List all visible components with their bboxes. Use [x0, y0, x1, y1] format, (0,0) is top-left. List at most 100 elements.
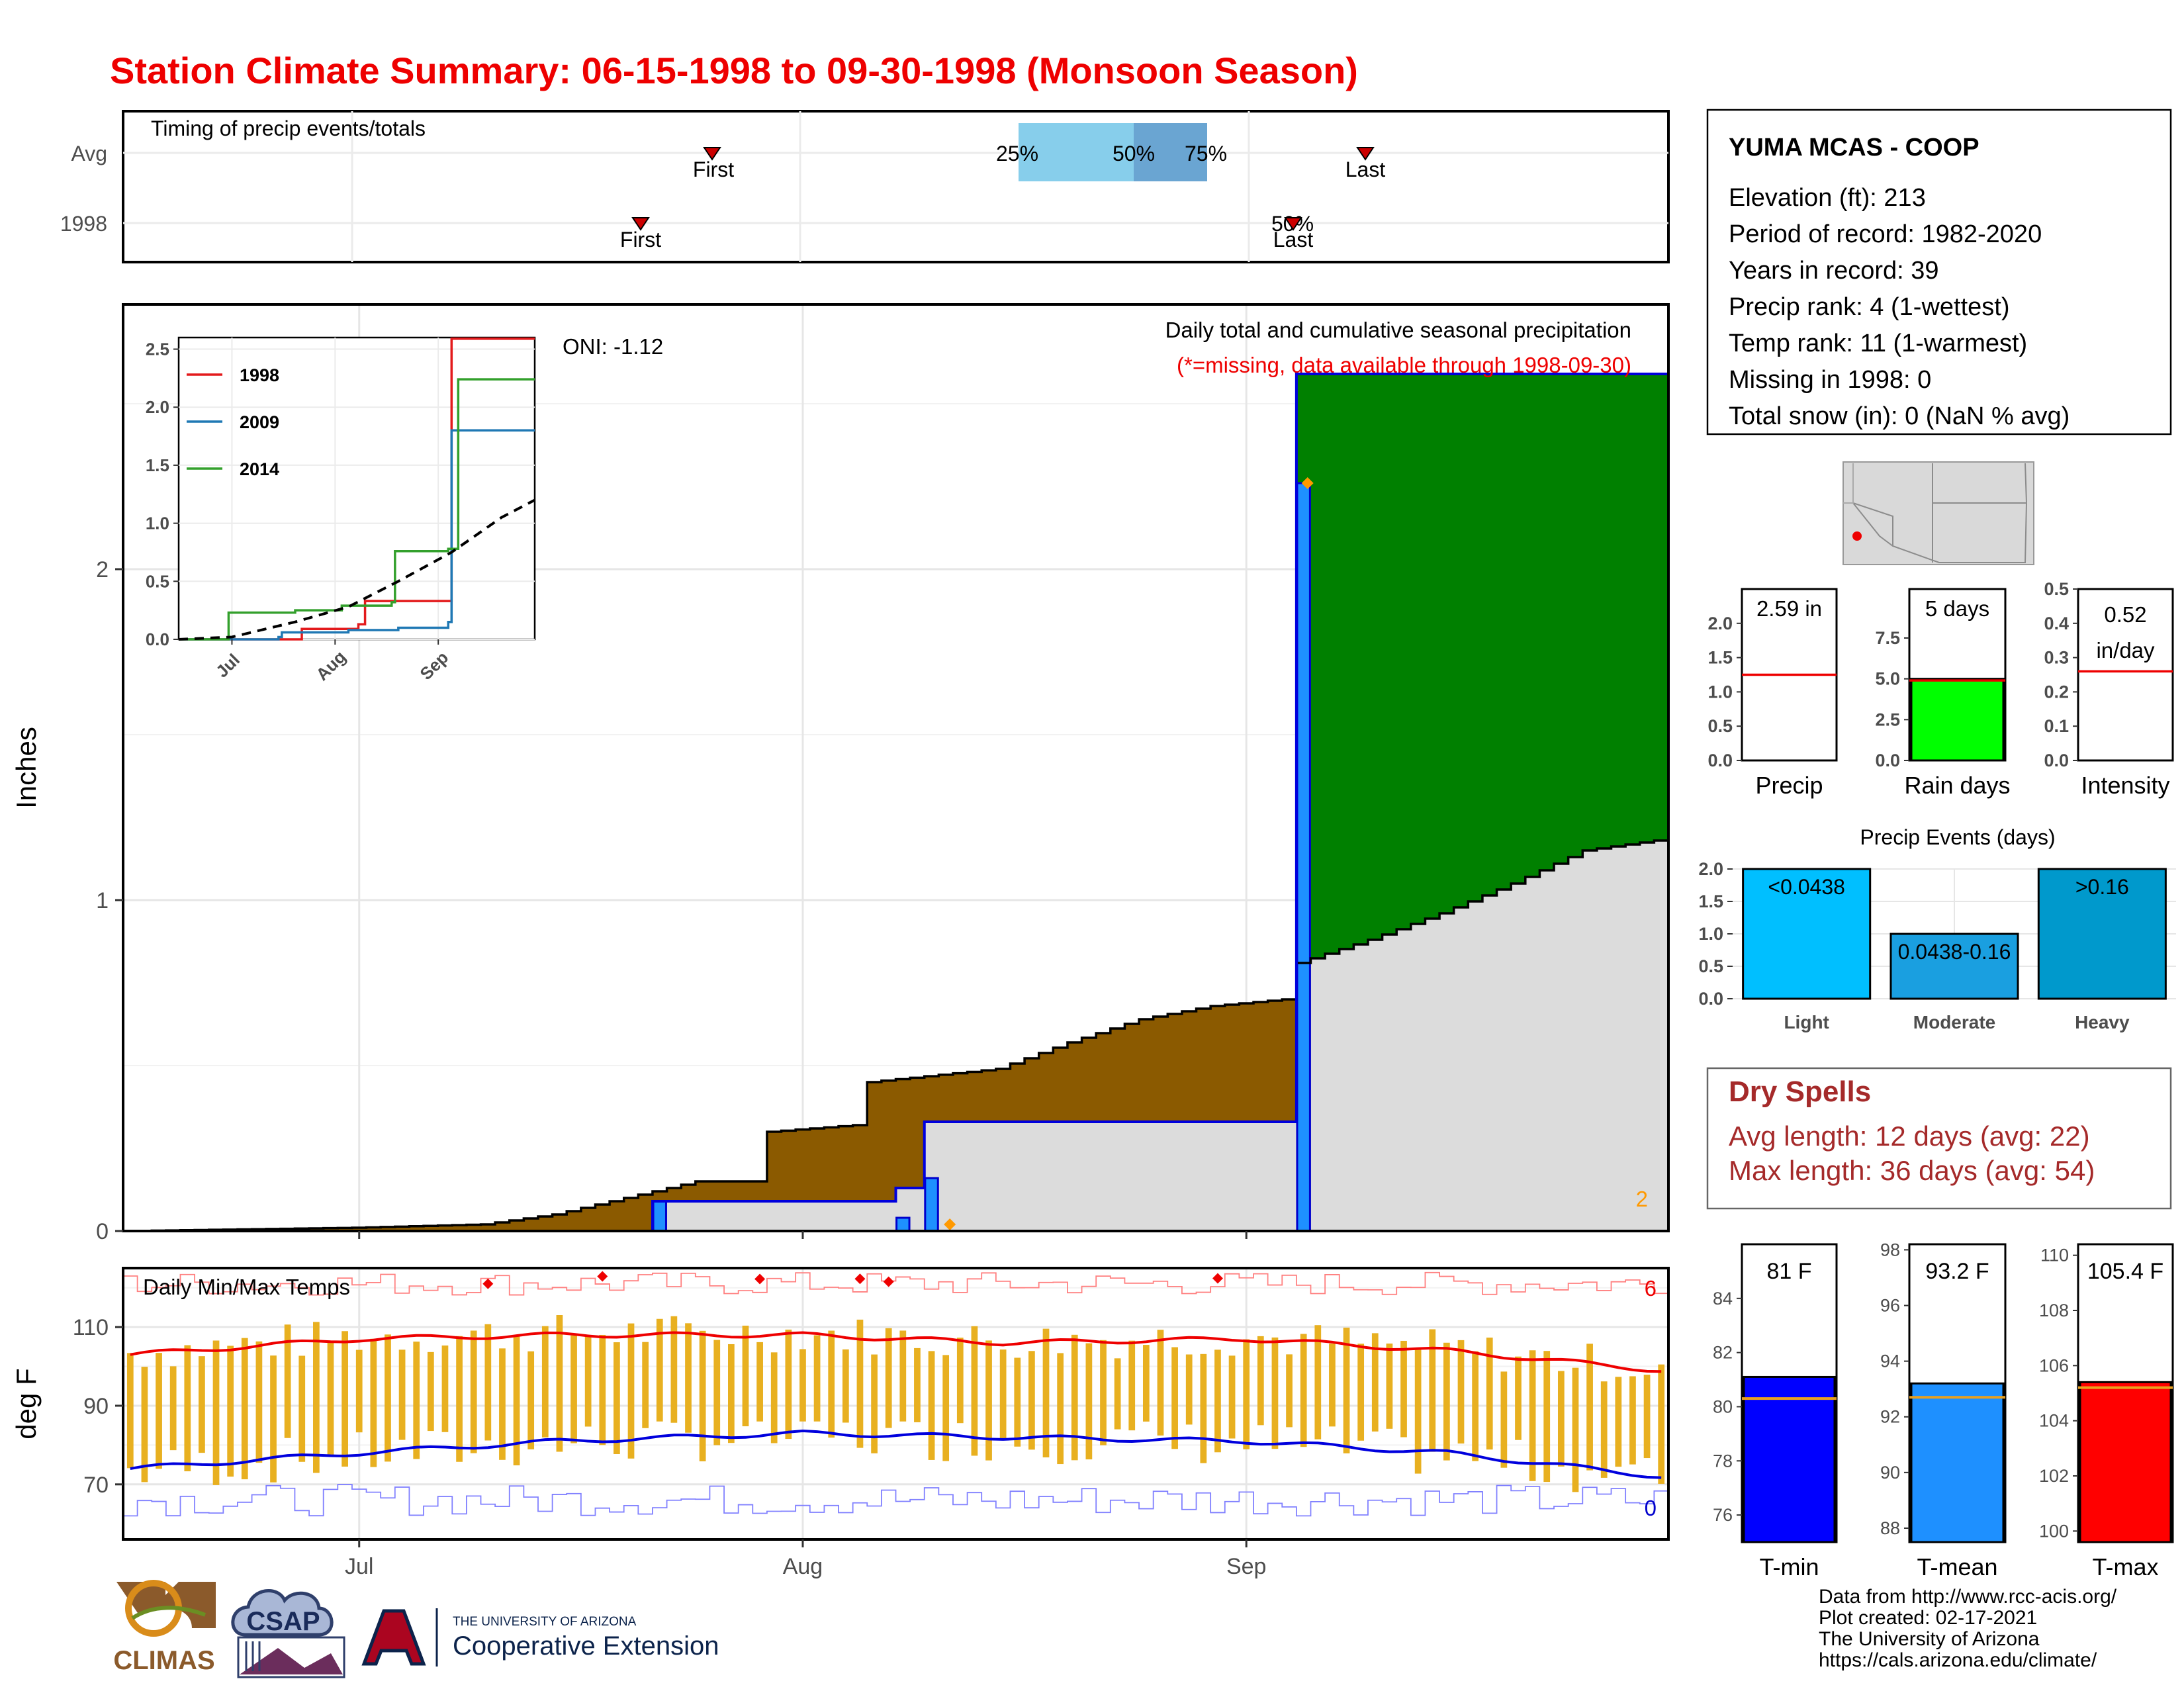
precip-panel: 0 1 2 Inches ONI: -1.12 Daily total and cu… — [11, 303, 1670, 1244]
credit-line-university: The University of Arizona — [1819, 1628, 2040, 1650]
avg-first-label: First — [693, 158, 734, 181]
station-years: Years in record: 39 — [1729, 257, 1939, 285]
record-high-marker — [754, 1273, 766, 1285]
daily-temp-range-bar — [1557, 1371, 1565, 1467]
daily-temp-range-bar — [1071, 1334, 1078, 1461]
record-high-marker — [883, 1276, 894, 1287]
daily-temp-range-bar — [1615, 1377, 1622, 1467]
daily-temp-range-bar — [556, 1314, 563, 1452]
mini-chart-tick-label: 0.5 — [1707, 716, 1733, 736]
temp-summary-label: T-max — [2092, 1553, 2158, 1580]
daily-temp-range-bar — [212, 1340, 220, 1485]
daily-temp-range-bar — [1472, 1351, 1479, 1461]
mini-chart-label: Precip — [1755, 772, 1823, 799]
daily-temp-range-bar — [1572, 1367, 1579, 1492]
daily-temp-range-bar — [1271, 1337, 1279, 1449]
daily-temp-range-bar — [627, 1323, 635, 1459]
page-title: Station Climate Summary: 06-15-1998 to 0… — [110, 50, 1358, 91]
precip-events-category: Moderate — [1913, 1012, 1995, 1032]
daily-temp-range-bar — [270, 1355, 277, 1483]
daily-temp-range-bar — [785, 1329, 792, 1440]
daily-temp-range-bar — [141, 1367, 148, 1483]
daily-temp-range-bar — [742, 1325, 749, 1427]
record-max-line — [123, 1271, 1668, 1296]
mini-chart-bar — [1910, 678, 2005, 762]
temp-summary-tick-label: 84 — [1713, 1289, 1733, 1308]
daily-temp-range-bar — [1286, 1354, 1293, 1428]
daily-temp-range-bar — [1128, 1340, 1136, 1431]
month-label: Sep — [1226, 1554, 1267, 1579]
avg-75-label: 75% — [1185, 142, 1227, 165]
temp-summary-tick-label: 94 — [1880, 1351, 1900, 1371]
mini-chart-tick-label: 7.5 — [1875, 628, 1900, 648]
temp-summary-tick-label: 106 — [2039, 1355, 2069, 1375]
temp-lines — [123, 1271, 1668, 1517]
mini-chart-frame — [2077, 588, 2174, 762]
year-first-marker — [631, 217, 650, 231]
daily-precip-bar — [895, 1216, 911, 1232]
inset-y-tick-label: 2.0 — [146, 397, 169, 417]
csap-logo-text: CSAP — [246, 1607, 320, 1636]
precip-events-bar-label: >0.16 — [2075, 875, 2129, 899]
mini-chart-tick-label: 0.0 — [1875, 751, 1900, 770]
precip-events-bar-label: <0.0438 — [1768, 875, 1845, 899]
daily-temp-range-bar — [1629, 1376, 1636, 1465]
precip-x-axis — [358, 1231, 1248, 1239]
avg-last-label: Last — [1345, 158, 1386, 181]
daily-temp-range-bar — [1171, 1347, 1178, 1449]
legend-label-2009: 2009 — [240, 412, 279, 432]
temp-x-axis: Jul Aug Sep — [345, 1539, 1266, 1579]
mini-chart-tick-label: 5.0 — [1875, 669, 1900, 689]
ua-logo-bottom-text: Cooperative Extension — [453, 1631, 719, 1661]
daily-temp-range-bar — [1142, 1345, 1150, 1422]
daily-temp-range-bar — [1329, 1344, 1336, 1427]
mini-chart-tick-label: 1.0 — [1707, 682, 1733, 702]
temp-panel-label: Daily Min/Max Temps — [143, 1275, 350, 1299]
timing-row-year: 1998 — [60, 212, 107, 236]
record-min-line — [123, 1484, 1668, 1517]
events-tick-label: 1.5 — [1698, 891, 1723, 911]
credit-line-url: https://cals.arizona.edu/climate/ — [1819, 1649, 2097, 1671]
inset-lines — [178, 338, 535, 641]
temp-summary-tick-label: 76 — [1713, 1505, 1733, 1525]
station-precip-rank: Precip rank: 4 (1-wettest) — [1729, 293, 2009, 321]
events-tick-label: 1.0 — [1698, 924, 1723, 944]
avg-50-label: 50% — [1113, 142, 1155, 165]
temp-y-axis: 70 90 110 — [73, 1315, 123, 1498]
station-temp-rank: Temp rank: 11 (1-warmest) — [1729, 330, 2027, 357]
timing-panel: Timing of precip events/totals Avg 1998 … — [60, 110, 1670, 263]
daily-temp-range-bar — [856, 1319, 864, 1448]
daily-temp-range-bar — [1057, 1353, 1064, 1465]
precip-events-category: Light — [1784, 1012, 1829, 1032]
temp-summary-tick-label: 110 — [2040, 1246, 2069, 1265]
daily-temp-range-bar — [385, 1334, 391, 1462]
missing-count: 2 — [1636, 1187, 1648, 1211]
map-coast — [1843, 463, 1854, 504]
mini-chart-tick-label: 0.0 — [2044, 751, 2069, 770]
events-tick-label: 0.0 — [1698, 989, 1723, 1009]
daily-temp-range-bar — [126, 1353, 134, 1469]
events-tick-label: 2.0 — [1698, 859, 1723, 879]
daily-temp-range-bar — [484, 1324, 492, 1441]
daily-temp-range-bar — [1658, 1364, 1665, 1484]
daily-temp-range-bar — [199, 1356, 205, 1453]
daily-temp-range-bar — [971, 1326, 978, 1456]
daily-temp-range-bar — [255, 1341, 263, 1463]
quartile-band-25-50 — [1019, 123, 1134, 181]
year-last-marker — [1284, 217, 1302, 231]
temp-panel-frame — [122, 1267, 1670, 1541]
precip-areas — [123, 374, 1669, 1231]
temp-panel: 70 90 110 Jul Aug Sep Daily Min/Max Temps de… — [11, 1267, 1670, 1579]
daily-temp-range-bar — [599, 1334, 606, 1445]
temp-y-tick-label: 110 — [73, 1315, 109, 1340]
mini-chart-label: Intensity — [2081, 772, 2169, 799]
summary-bar-charts: 0.0 0.5 1.0 1.5 2.0 2.59 in Precip 0.0 2.5 5.0 7.5… — [1707, 579, 2174, 799]
daily-temp-range-bar — [156, 1353, 162, 1469]
daily-temp-range-bar — [513, 1336, 520, 1466]
daily-precip-bar — [924, 1177, 939, 1232]
daily-temp-range-bar — [614, 1342, 620, 1454]
daily-temp-range-bar — [828, 1330, 835, 1438]
daily-precip-bar — [652, 1200, 667, 1232]
timing-frame — [122, 110, 1670, 263]
mini-chart-tick-label: 0.2 — [2044, 682, 2069, 702]
